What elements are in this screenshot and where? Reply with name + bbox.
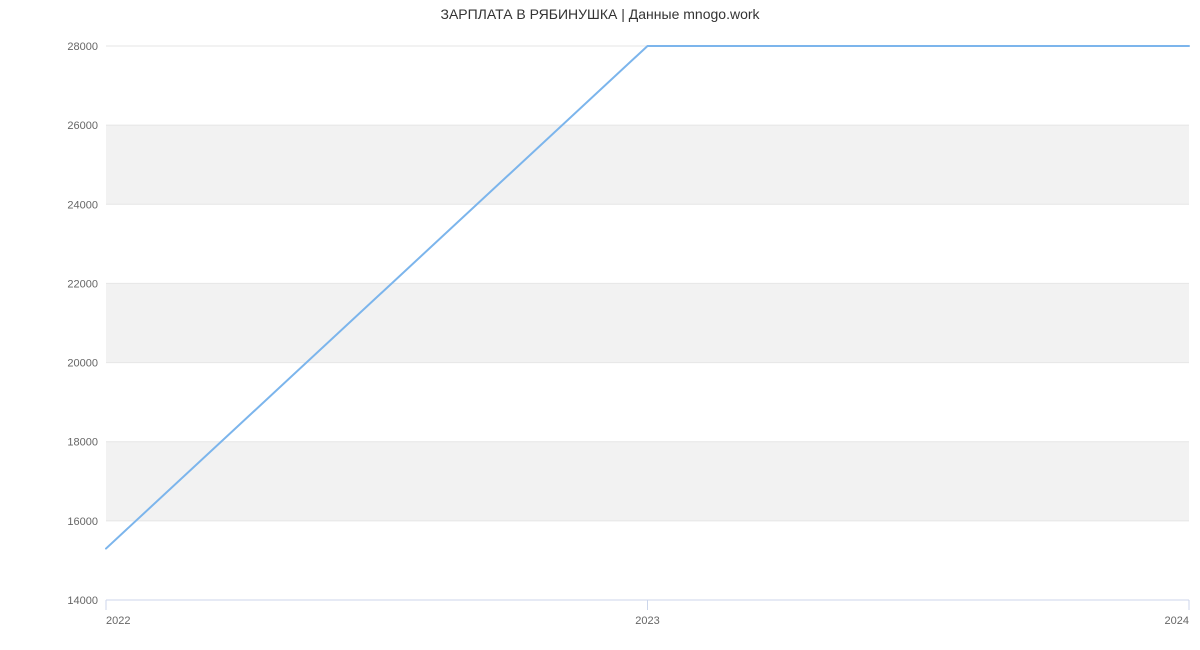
chart-svg: 2022 2023 2024 14000 16000 18000 20000 22000 240… [0, 0, 1200, 650]
y-tick-label: 28000 [67, 41, 98, 53]
x-tick-label: 2024 [1165, 615, 1189, 627]
y-tick-label: 20000 [67, 358, 98, 370]
y-tick-label: 14000 [67, 595, 98, 607]
y-tick-label: 16000 [67, 516, 98, 528]
y-tick-label: 22000 [67, 278, 98, 290]
salary-line-chart: ЗАРПЛАТА В РЯБИНУШКА | Данные mnogo.work… [0, 0, 1200, 650]
y-tick-label: 24000 [67, 199, 98, 211]
x-tick-label: 2022 [106, 615, 130, 627]
y-tick-label: 18000 [67, 437, 98, 449]
chart-title: ЗАРПЛАТА В РЯБИНУШКА | Данные mnogo.work [0, 6, 1200, 22]
y-tick-label: 26000 [67, 120, 98, 132]
x-tick-label: 2023 [635, 615, 659, 627]
